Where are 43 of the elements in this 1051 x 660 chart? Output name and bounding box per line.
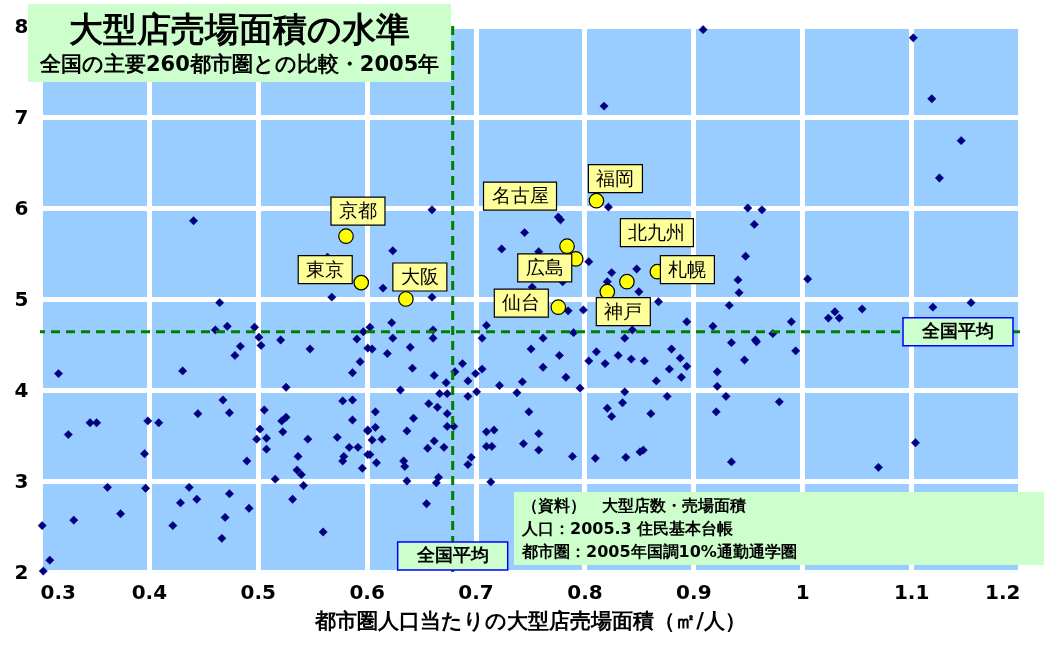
- ref-line-label: 全国平均: [921, 319, 994, 341]
- title-panel: 大型店売場面積の水準 全国の主要260都市圏との比較・2005年: [28, 4, 452, 82]
- ref-line-label: 全国平均: [415, 544, 489, 565]
- x-tick-label: 0.9: [676, 579, 712, 604]
- y-tick-label: 6: [14, 195, 29, 220]
- x-tick-label: 1.1: [893, 579, 930, 604]
- x-tick-label: 0.8: [567, 579, 603, 604]
- y-tick-label: 3: [14, 468, 29, 493]
- y-tick-label: 7: [14, 104, 29, 129]
- point: [588, 192, 605, 209]
- point: [559, 238, 575, 255]
- annotation: 広島: [525, 255, 564, 278]
- y-tick-label: 8: [14, 13, 29, 38]
- annotation: 福岡: [596, 166, 635, 189]
- point: [353, 274, 370, 291]
- note-panel: （資料） 大型店数・売場面積 人口：2005.3 住民基本台帳 都市圏：2005年国調10%通勤通学圏: [514, 492, 1044, 565]
- annotation: 東京: [306, 257, 345, 280]
- annotation: 京都: [338, 199, 377, 222]
- annotation: 札幌: [668, 257, 707, 280]
- annotation: 名古屋: [491, 184, 549, 207]
- x-tick-label: 0.7: [458, 579, 494, 604]
- x-axis-title: 都市圏人口当たりの大型店売場面積（㎡/人）: [314, 608, 746, 633]
- chart-title: 大型店売場面積の水準: [68, 8, 412, 50]
- annotation: 仙台: [502, 291, 541, 314]
- annotation: 北九州: [628, 220, 686, 243]
- annotation: 大阪: [400, 265, 439, 287]
- x-tick-label: 1: [795, 579, 810, 604]
- x-tick-label: 0.3: [40, 579, 76, 604]
- y-tick-label: 5: [14, 286, 29, 311]
- annotation: 人口：2005.3 住民基本台帳: [522, 518, 735, 540]
- x-tick-label: 0.5: [240, 579, 276, 604]
- annotation: 都市圏：2005年国調10%通勤通学圏: [522, 541, 798, 563]
- annotation: 神戸: [604, 299, 643, 322]
- x-tick-label: 0.4: [131, 579, 168, 604]
- point: [398, 291, 414, 307]
- point: [619, 273, 635, 290]
- x-tick-label: 0.6: [349, 579, 385, 604]
- y-tick-label: 4: [14, 377, 29, 402]
- point: [338, 228, 354, 245]
- x-tick-label: 1.2: [985, 579, 1021, 604]
- y-tick-label: 2: [14, 559, 29, 584]
- annotation: （資料） 大型店数・売場面積: [522, 495, 747, 517]
- point: [550, 299, 567, 316]
